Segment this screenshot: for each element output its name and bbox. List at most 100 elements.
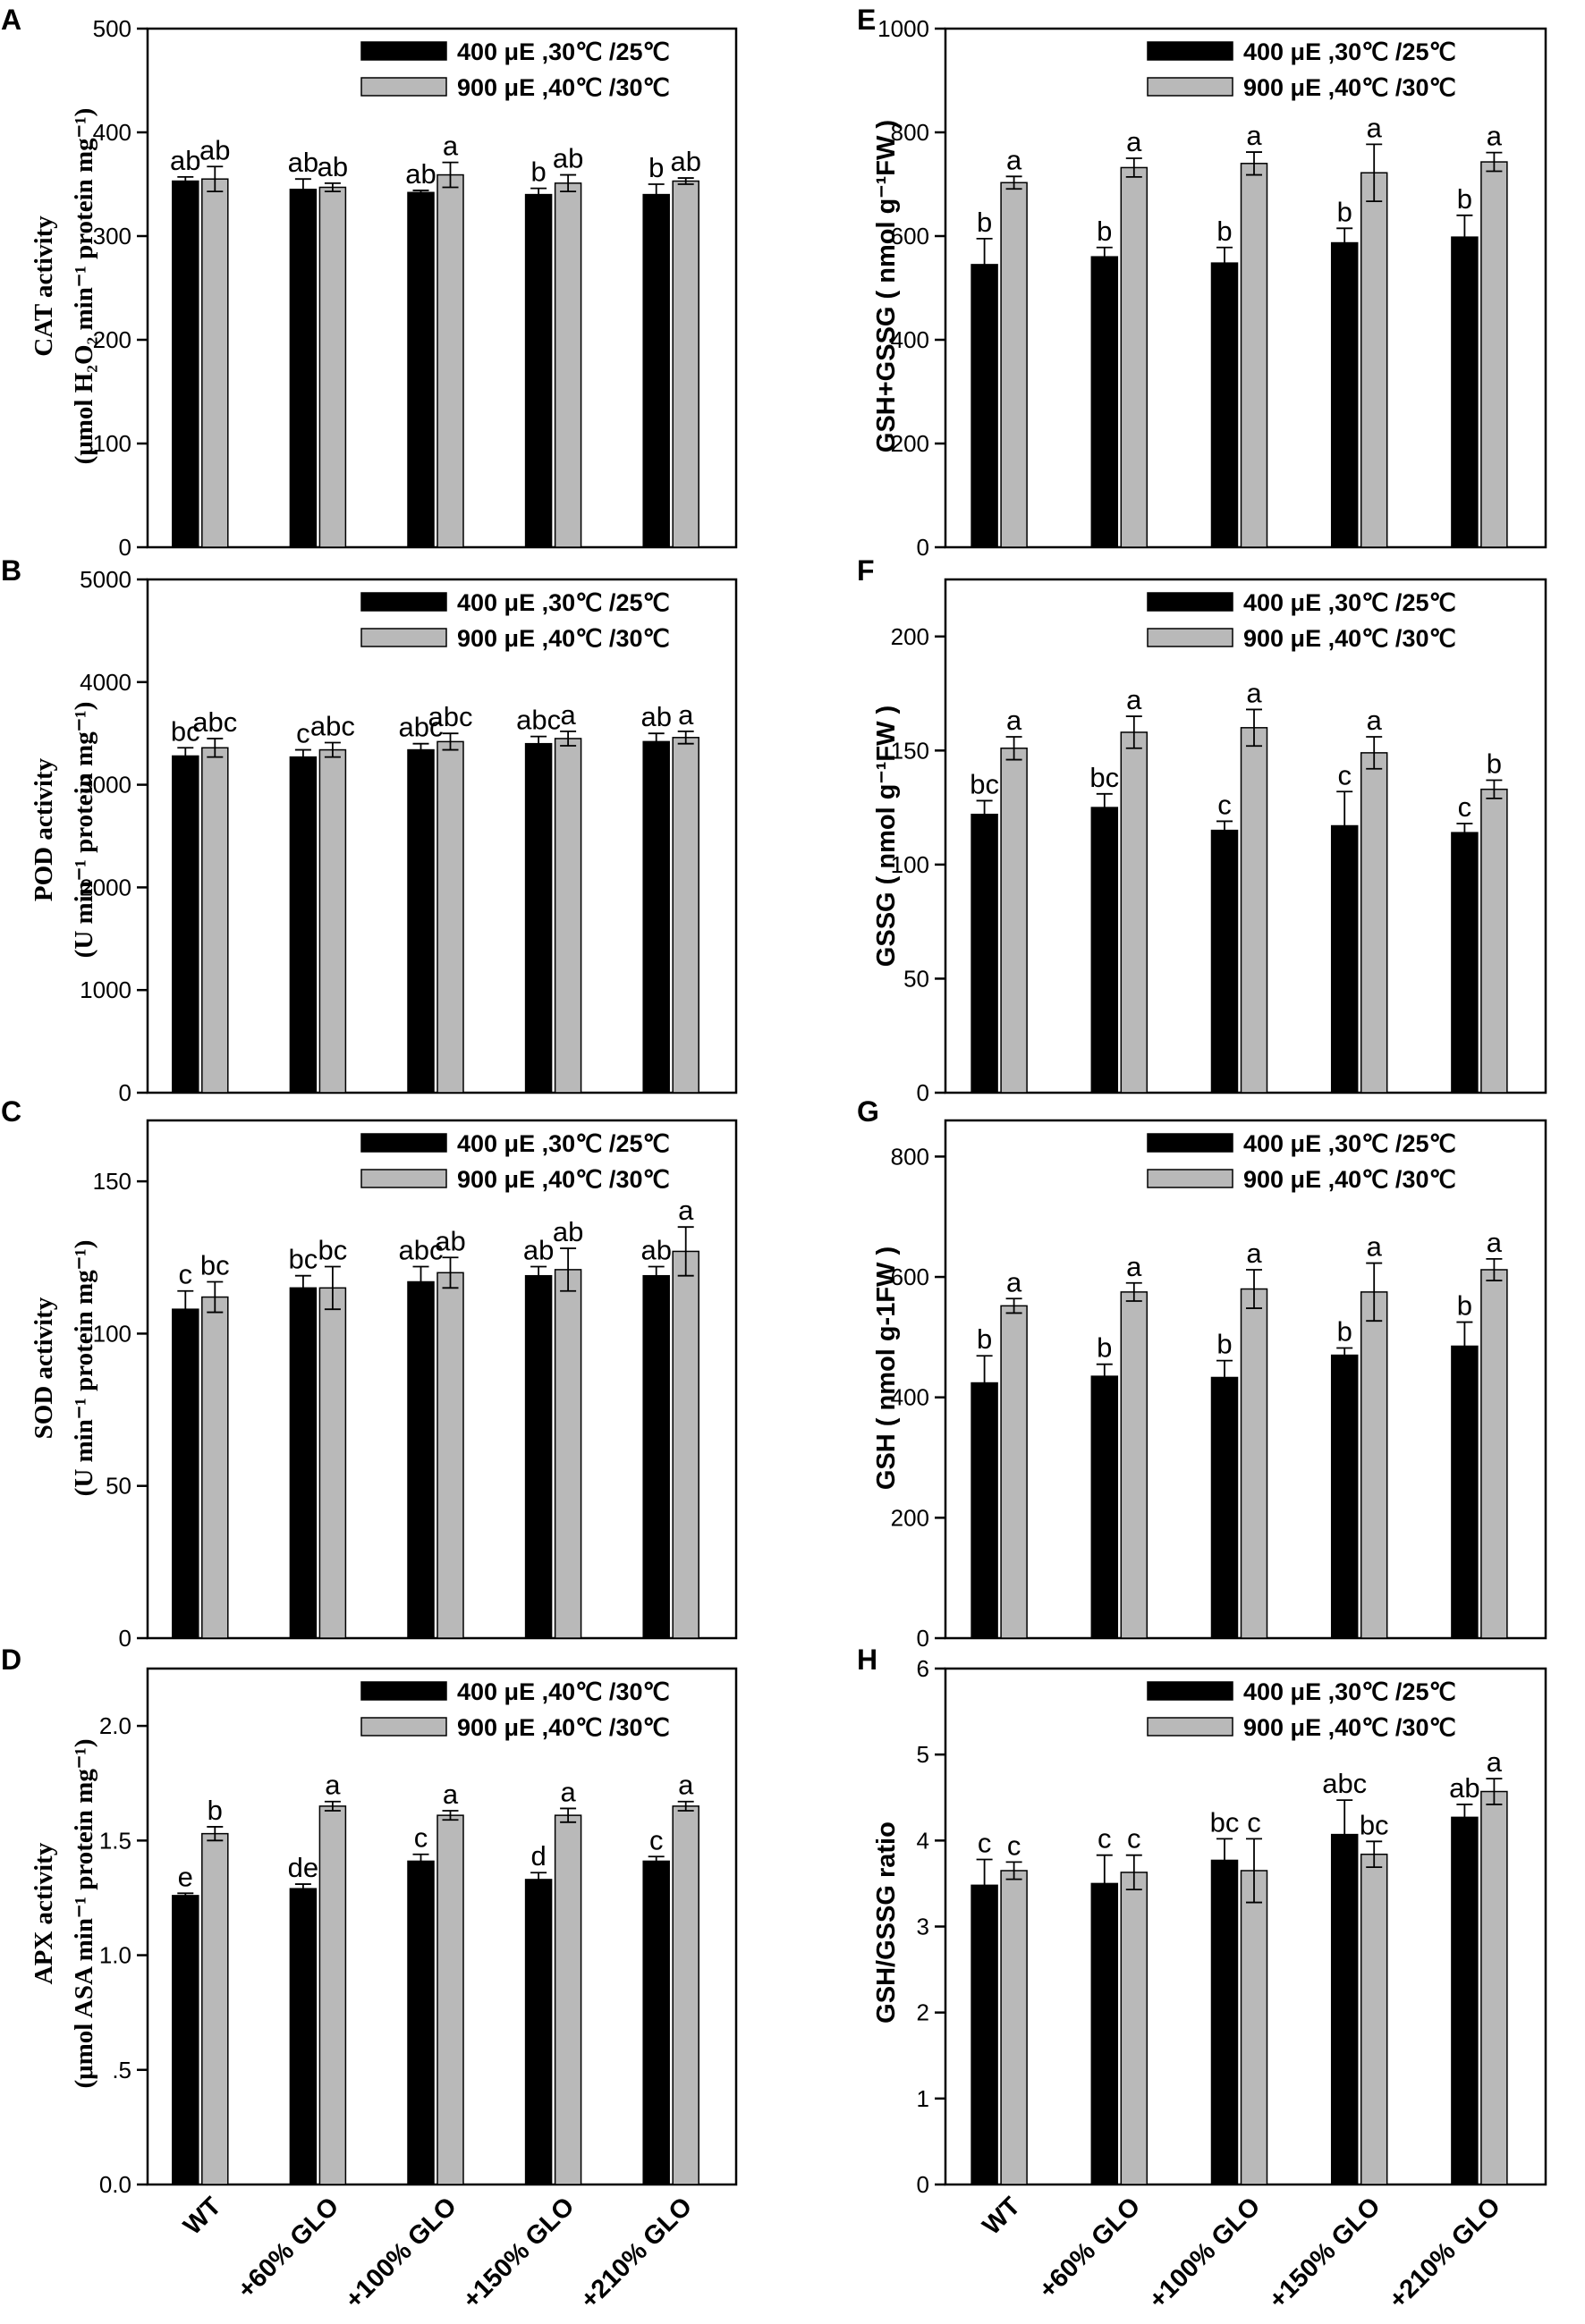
significance-label: de (288, 1852, 318, 1883)
y-tick-label: 500 (93, 15, 131, 42)
significance-label: c (1217, 789, 1232, 820)
category-label: +210% GLO (575, 2192, 698, 2314)
bar (172, 180, 199, 548)
bar (554, 1814, 582, 2185)
y-tick-label: 6 (917, 1655, 929, 1682)
category-label: +60% GLO (233, 2192, 345, 2304)
y-tick-label: 800 (891, 119, 929, 146)
y-tick-label: 5 (917, 1741, 929, 1768)
significance-label: b (1487, 748, 1502, 779)
bar (970, 1884, 998, 2185)
category-label: WT (978, 2192, 1027, 2241)
y-tick-label: 400 (93, 119, 131, 146)
bar (672, 180, 699, 548)
y-axis-label: GSSG ( nmol g⁻¹FW ) (872, 706, 901, 967)
bar (1330, 824, 1359, 1094)
bar (437, 1814, 464, 2185)
significance-label: a (1126, 684, 1142, 715)
bar (1451, 1345, 1479, 1639)
significance-label: ab (553, 1216, 583, 1247)
significance-label: a (678, 1770, 694, 1801)
significance-label: a (1487, 1746, 1503, 1778)
panel-f: F 0 50 100 150 200 GSSG ( nmol g⁻¹FW ) 400 μE ,… (857, 554, 1547, 1106)
significance-label: b (1457, 183, 1472, 215)
bar (672, 1250, 699, 1639)
significance-label: b (1216, 1329, 1232, 1360)
bar (407, 748, 435, 1094)
panel-letter: F (857, 554, 875, 587)
bar (318, 748, 347, 1094)
bar (1451, 236, 1479, 548)
significance-label: bc (171, 715, 200, 747)
bar (172, 1308, 199, 1639)
panel-letter: A (1, 4, 21, 36)
significance-label: b (648, 152, 664, 183)
y-axis-label: (U min⁻¹ protein mg⁻¹) (70, 702, 98, 959)
y-tick-label: 0 (119, 1625, 131, 1652)
significance-label: c (978, 1827, 992, 1858)
legend-label: 400 μE ,30℃ /25℃ (1243, 38, 1456, 65)
y-tick-label: 800 (891, 1143, 929, 1170)
y-tick-label: 400 (891, 326, 929, 353)
y-tick-label: 150 (891, 737, 929, 764)
significance-label: a (443, 1779, 459, 1810)
legend-label: 400 μE ,30℃ /25℃ (1243, 1678, 1456, 1705)
bar (1360, 1291, 1388, 1639)
panel-letter: G (857, 1095, 879, 1128)
significance-label: abc (428, 701, 473, 732)
significance-label: b (1216, 215, 1232, 247)
category-label: +100% GLO (340, 2192, 462, 2314)
significance-label: e (178, 1861, 193, 1892)
bar (1090, 256, 1119, 548)
significance-label: b (1337, 1315, 1352, 1347)
significance-label: c (179, 1259, 193, 1290)
bar (1360, 752, 1388, 1094)
legend-swatch (360, 592, 447, 612)
bar (524, 1879, 553, 2185)
legend-label: 900 μE ,40℃ /30℃ (1243, 1714, 1456, 1741)
y-tick-label: 2000 (80, 874, 131, 900)
bar (318, 186, 347, 548)
y-tick-label: 50 (903, 965, 929, 992)
bar (1480, 788, 1508, 1094)
bar (1090, 1375, 1119, 1639)
panel-b: B 0 1000 2000 3000 4000 5000 POD activity (U min… (1, 554, 738, 1106)
significance-label: ab (670, 146, 700, 177)
y-tick-label: 4000 (80, 669, 131, 696)
significance-label: abc (192, 706, 237, 738)
significance-label: a (1126, 126, 1142, 157)
panel-letter: E (857, 4, 876, 36)
y-axis-label: GSH+GSSG ( nmol g⁻¹FW ) (872, 120, 901, 452)
significance-label: c (296, 718, 310, 749)
legend-swatch (1147, 1681, 1233, 1701)
y-axis-label: (μmol H₂O₂ min⁻¹ protein mg⁻¹) (70, 108, 98, 465)
significance-label: b (1337, 196, 1352, 227)
legend-swatch (1147, 1169, 1233, 1188)
bar (201, 1832, 229, 2185)
bar (1240, 727, 1268, 1094)
significance-label: abc (399, 1234, 444, 1265)
bar (970, 264, 998, 548)
legend-swatch (360, 1681, 447, 1701)
bar (318, 1287, 347, 1639)
bar (407, 1860, 435, 2185)
significance-label: b (208, 1795, 223, 1826)
legend-label: 900 μE ,40℃ /30℃ (1243, 1166, 1456, 1193)
y-axis-label: SOD activity (30, 1297, 58, 1439)
bar (524, 193, 553, 548)
significance-label: b (977, 1323, 992, 1355)
bar (1330, 241, 1359, 548)
bar (172, 1895, 199, 2185)
significance-label: a (560, 699, 576, 731)
bar (1210, 262, 1239, 548)
bar (970, 1382, 998, 1639)
bar (554, 182, 582, 548)
significance-label: a (1006, 144, 1022, 175)
significance-label: a (678, 1195, 694, 1226)
legend-swatch (360, 41, 447, 61)
y-tick-label: 3 (917, 1914, 929, 1940)
y-tick-label: 200 (93, 326, 131, 353)
significance-label: abc (1322, 1768, 1367, 1799)
significance-label: ab (553, 143, 583, 174)
bar (1240, 1288, 1268, 1639)
